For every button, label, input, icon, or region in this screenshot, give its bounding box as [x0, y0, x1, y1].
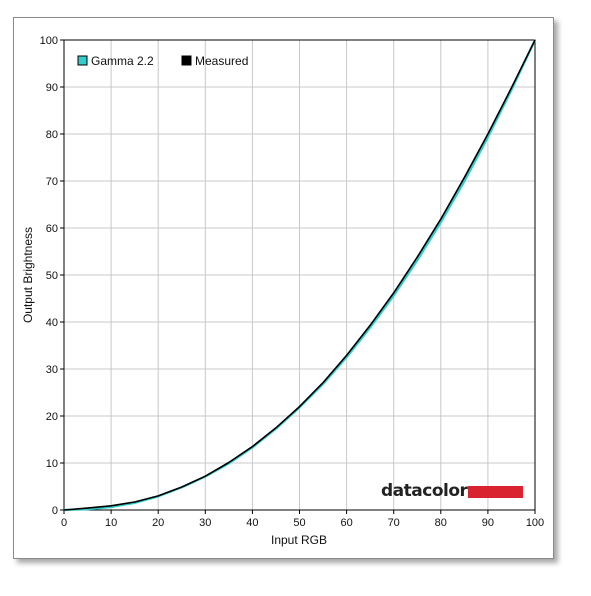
x-axis-ticks: 0 10 20 30 40 50 60 70 80 90 100 [61, 510, 544, 529]
y-axis-ticks: 0 10 20 30 40 50 60 70 80 90 100 [40, 35, 64, 517]
datacolor-logo: datacolor [381, 481, 523, 501]
y-tick-label: 40 [46, 317, 58, 329]
x-tick-label: 10 [105, 517, 117, 529]
x-tick-label: 90 [482, 517, 494, 529]
logo-text: datacolor [381, 481, 469, 501]
y-tick-label: 80 [46, 129, 58, 141]
y-tick-label: 30 [46, 364, 58, 376]
y-tick-label: 10 [46, 458, 58, 470]
legend-swatch-measured [181, 55, 192, 66]
y-tick-label: 90 [46, 82, 58, 94]
x-tick-label: 60 [340, 517, 352, 529]
x-tick-label: 50 [293, 517, 305, 529]
y-tick-label: 0 [52, 505, 58, 517]
x-tick-label: 0 [61, 517, 67, 529]
x-tick-label: 70 [388, 517, 400, 529]
y-tick-label: 20 [46, 411, 58, 423]
x-tick-label: 30 [199, 517, 211, 529]
series-layer [63, 39, 536, 512]
x-tick-label: 80 [435, 517, 447, 529]
legend-swatch-gamma [77, 55, 88, 66]
y-axis-label: Output Brightness [21, 227, 35, 323]
x-tick-label: 20 [152, 517, 164, 529]
logo-red-bar [468, 486, 523, 498]
series-line-measured [63, 39, 536, 511]
x-axis-label: Input RGB [271, 533, 327, 547]
gamma-chart: 0 10 20 30 40 50 60 70 80 90 100 0 10 20 30 40 50 60 70 80… [21, 35, 544, 547]
y-tick-label: 100 [40, 35, 58, 47]
y-tick-label: 50 [46, 270, 58, 282]
y-tick-label: 60 [46, 223, 58, 235]
grid [64, 40, 535, 510]
x-tick-label: 40 [246, 517, 258, 529]
legend-label-measured: Measured [195, 54, 248, 68]
chart-frame: 0 10 20 30 40 50 60 70 80 90 100 0 10 20 30 40 50 60 70 80… [13, 17, 554, 559]
y-tick-label: 70 [46, 176, 58, 188]
x-tick-label: 100 [526, 517, 544, 529]
legend-label-gamma: Gamma 2.2 [91, 54, 154, 68]
legend: Gamma 2.2 Measured [77, 54, 248, 68]
